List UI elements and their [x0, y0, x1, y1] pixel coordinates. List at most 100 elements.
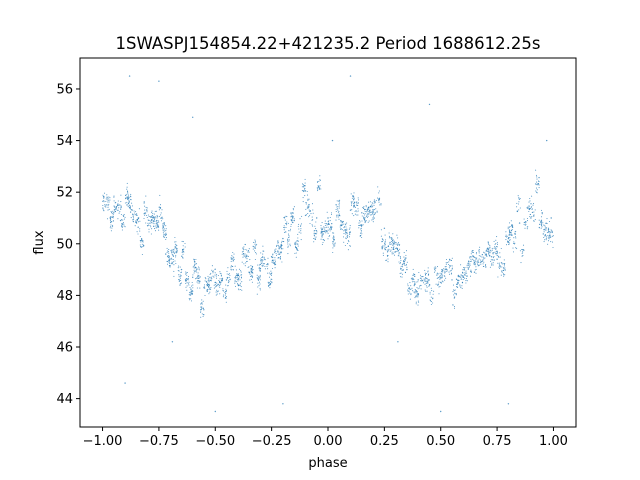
data-point — [474, 257, 476, 259]
data-point — [493, 256, 495, 258]
data-point — [209, 273, 211, 275]
data-point — [413, 280, 415, 283]
data-point — [283, 225, 285, 227]
data-point — [457, 283, 459, 285]
data-point — [174, 251, 176, 253]
data-point — [540, 209, 543, 211]
data-point — [276, 244, 278, 246]
data-point — [463, 268, 465, 270]
data-point — [503, 265, 505, 267]
data-point — [159, 194, 161, 196]
data-point — [436, 273, 438, 275]
data-point — [529, 213, 531, 216]
data-point — [232, 258, 234, 260]
data-point — [507, 228, 509, 230]
data-point — [535, 187, 538, 189]
data-point — [280, 252, 282, 254]
data-point — [415, 303, 417, 305]
data-point — [258, 264, 261, 266]
data-point — [380, 204, 382, 206]
data-point — [232, 265, 234, 267]
data-point — [287, 243, 289, 245]
data-point — [515, 247, 517, 249]
data-point — [510, 220, 512, 222]
data-point — [201, 307, 203, 310]
data-point — [292, 220, 294, 222]
data-point — [401, 266, 404, 268]
data-point — [351, 197, 353, 199]
data-point — [539, 223, 541, 225]
data-point — [329, 230, 331, 232]
data-point — [380, 203, 382, 205]
data-point — [546, 232, 548, 234]
data-point — [111, 212, 113, 214]
data-point — [232, 256, 234, 258]
data-point — [544, 226, 546, 228]
data-point — [158, 221, 160, 223]
data-point — [356, 211, 358, 213]
data-point — [274, 261, 277, 263]
data-point — [366, 213, 368, 215]
data-point — [178, 265, 180, 267]
data-point — [342, 223, 344, 225]
data-point — [166, 250, 169, 252]
data-point — [428, 284, 431, 286]
data-point — [374, 202, 376, 204]
data-point — [404, 258, 406, 260]
data-point — [132, 213, 134, 215]
data-point — [259, 270, 261, 272]
data-point — [195, 278, 197, 280]
data-point — [207, 288, 209, 290]
data-point — [546, 227, 548, 229]
data-point — [360, 228, 362, 230]
data-point — [127, 194, 130, 196]
data-point — [435, 267, 437, 269]
data-point — [364, 222, 366, 224]
data-point — [300, 225, 302, 228]
data-point — [249, 275, 252, 277]
data-point — [333, 235, 335, 237]
data-point — [179, 266, 181, 268]
data-point — [117, 209, 119, 211]
data-point — [321, 234, 323, 236]
data-point — [162, 229, 164, 231]
data-point — [208, 284, 211, 286]
data-point — [373, 217, 376, 219]
data-point — [283, 226, 285, 229]
data-point — [213, 276, 215, 278]
data-point — [410, 294, 412, 296]
data-point — [120, 205, 122, 207]
data-point — [355, 209, 357, 212]
data-point — [396, 234, 398, 236]
data-point — [439, 275, 441, 277]
data-point — [241, 274, 243, 276]
data-point — [462, 272, 464, 274]
data-point — [482, 260, 484, 262]
data-point — [300, 232, 302, 234]
data-point — [271, 278, 273, 280]
data-point — [475, 268, 477, 270]
data-point — [260, 261, 262, 263]
data-point — [460, 264, 462, 266]
data-point — [490, 260, 492, 262]
data-point — [140, 241, 142, 243]
data-point — [381, 248, 383, 250]
data-point — [175, 241, 177, 243]
data-point — [224, 294, 226, 296]
data-point — [336, 214, 338, 216]
data-point — [405, 264, 407, 266]
data-point — [528, 210, 530, 213]
data-point — [220, 283, 222, 285]
data-point — [337, 209, 339, 211]
data-point — [163, 223, 165, 225]
data-point — [470, 270, 472, 272]
data-point — [467, 260, 470, 262]
data-point — [150, 226, 152, 228]
data-point — [346, 231, 348, 233]
data-point — [361, 220, 363, 222]
data-point — [176, 251, 178, 253]
data-point — [192, 266, 194, 268]
data-point — [102, 207, 104, 209]
data-point — [391, 238, 393, 240]
data-point — [249, 273, 251, 275]
